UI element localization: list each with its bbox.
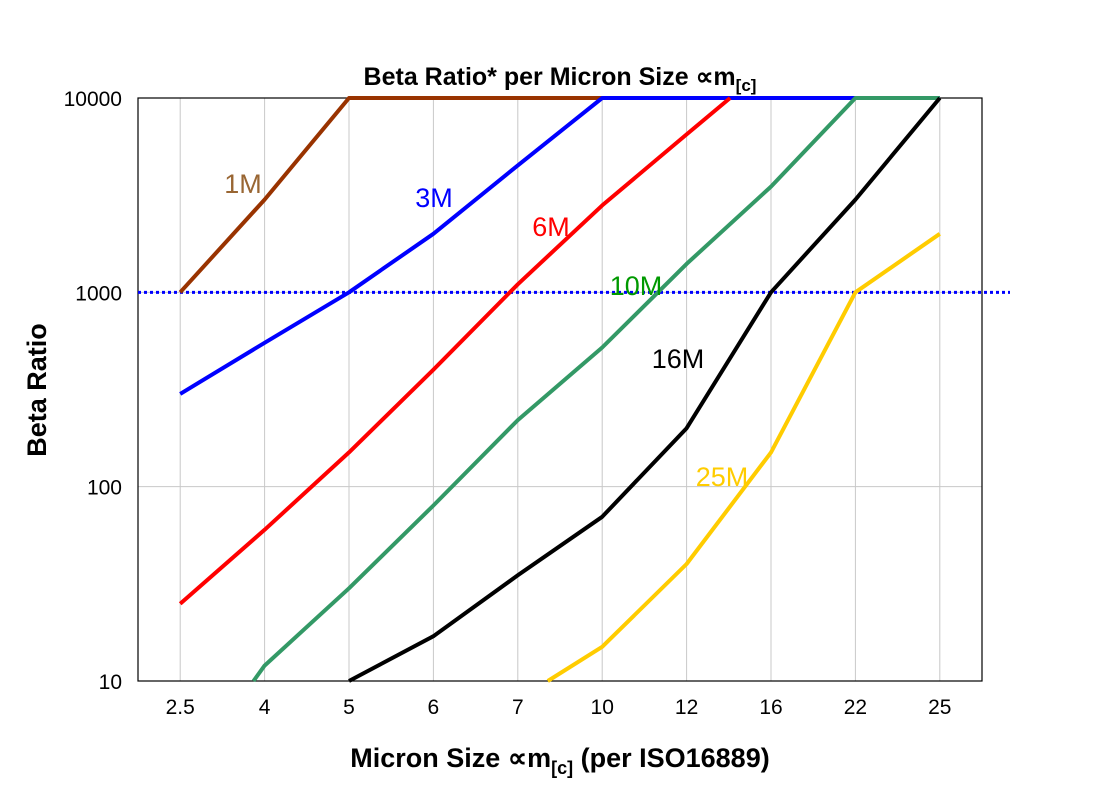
series-label-10M: 10M bbox=[610, 271, 663, 301]
y-tick-label: 100 bbox=[87, 477, 122, 500]
series-line-10M bbox=[251, 96, 940, 683]
series-label-6M: 6M bbox=[532, 212, 570, 242]
x-tick-label: 22 bbox=[844, 696, 867, 719]
series-line-3M bbox=[179, 96, 940, 396]
y-tick-label: 10 bbox=[99, 671, 122, 694]
x-tick-label: 25 bbox=[928, 696, 951, 719]
x-tick-label: 2.5 bbox=[166, 696, 195, 719]
x-axis-label: Micron Size ∝m[c] (per ISO16889) bbox=[350, 743, 769, 778]
series-line-25M bbox=[546, 232, 941, 683]
y-axis-label: Beta Ratio bbox=[22, 323, 52, 457]
series-label-3M: 3M bbox=[415, 183, 453, 213]
x-tick-label: 12 bbox=[675, 696, 698, 719]
x-tick-label: 16 bbox=[759, 696, 782, 719]
series-line-6M bbox=[178, 96, 732, 606]
series-label-1M: 1M bbox=[224, 169, 262, 199]
series-label-16M: 16M bbox=[652, 344, 705, 374]
series-line-16M bbox=[348, 96, 942, 683]
x-tick-label: 7 bbox=[512, 696, 524, 719]
x-tick-label: 4 bbox=[259, 696, 271, 719]
x-tick-label: 5 bbox=[343, 696, 355, 719]
x-tick-label: 6 bbox=[428, 696, 440, 719]
chart-title: Beta Ratio* per Micron Size ∝m[c] bbox=[364, 63, 757, 95]
y-tick-label: 10000 bbox=[64, 88, 122, 111]
series-label-25M: 25M bbox=[696, 462, 749, 492]
x-tick-label: 10 bbox=[591, 696, 614, 719]
y-tick-label: 1000 bbox=[75, 282, 122, 305]
